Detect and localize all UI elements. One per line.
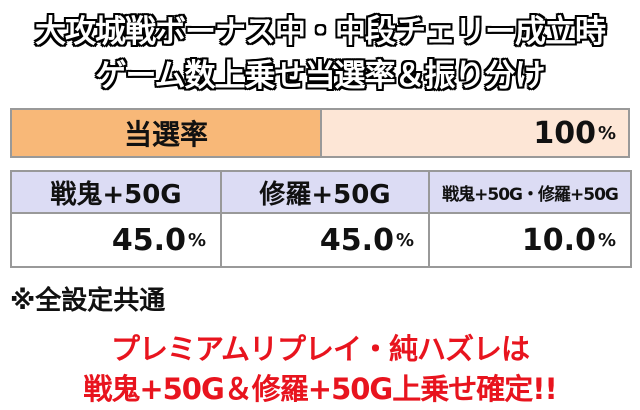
- note: ※全設定共通: [10, 286, 166, 316]
- column-value: 10.0: [521, 222, 596, 258]
- unit: %: [597, 122, 616, 144]
- unit: %: [187, 229, 206, 251]
- column-header: 戦鬼+50G・修羅+50G: [442, 184, 619, 205]
- column-header-cell: 修羅+50G: [220, 170, 430, 214]
- footer-line: 戦鬼+50G＆修羅+50G上乗せ確定!!: [83, 372, 557, 406]
- total-value-cell: 100%: [320, 108, 630, 158]
- title-line: 大攻城戦ボーナス中・中段チェリー成立時: [35, 14, 606, 50]
- total-label: 当選率: [123, 118, 208, 151]
- column-value-cell: 45.0%: [10, 212, 222, 268]
- column-header-cell: 戦鬼+50G: [10, 170, 222, 214]
- column-value: 45.0: [319, 222, 394, 258]
- total-value: 100: [533, 115, 596, 151]
- column-header-cell: 戦鬼+50G・修羅+50G: [428, 170, 632, 214]
- column-value-cell: 45.0%: [220, 212, 430, 268]
- total-label-cell: 当選率: [10, 108, 322, 158]
- unit: %: [597, 229, 616, 251]
- column-value: 45.0: [111, 222, 186, 258]
- column-header: 戦鬼+50G: [50, 179, 182, 210]
- unit: %: [395, 229, 414, 251]
- column-header: 修羅+50G: [259, 179, 391, 210]
- footer-line: プレミアムリプレイ・純ハズレは: [111, 332, 530, 366]
- title-line: ゲーム数上乗せ当選率＆振り分け: [95, 58, 545, 94]
- column-value-cell: 10.0%: [428, 212, 632, 268]
